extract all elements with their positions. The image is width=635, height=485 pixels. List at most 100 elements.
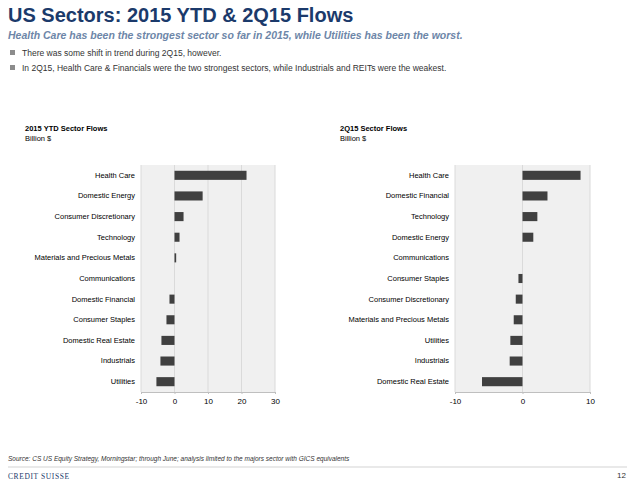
x-tick-mark bbox=[208, 392, 209, 394]
x-tick: 10 bbox=[204, 392, 213, 406]
bar bbox=[175, 253, 177, 262]
grid-line bbox=[141, 165, 142, 392]
bar bbox=[175, 191, 203, 200]
x-tick: 0 bbox=[173, 392, 178, 406]
bar bbox=[166, 315, 174, 324]
bar bbox=[175, 171, 247, 180]
y-tick-label: Health Care bbox=[409, 171, 449, 180]
y-tick: Industrials bbox=[101, 356, 141, 365]
source-note: Source: CS US Equity Strategy, Morningst… bbox=[8, 455, 350, 463]
bullet-marker bbox=[10, 50, 15, 55]
x-tick: 10 bbox=[586, 392, 595, 406]
y-tick: Communications bbox=[79, 274, 141, 283]
y-tick-label: Technology bbox=[97, 233, 135, 242]
chart: 2015 YTD Sector FlowsBillion $ Health Car… bbox=[25, 124, 280, 406]
x-tick-label: 10 bbox=[586, 397, 595, 406]
y-tick-label: Materials and Precious Metals bbox=[349, 315, 450, 324]
y-tick: Utilities bbox=[111, 377, 141, 386]
bars bbox=[482, 171, 581, 386]
x-tick-label: 0 bbox=[521, 397, 526, 406]
y-tick-label: Consumer Staples bbox=[73, 315, 135, 324]
bars bbox=[156, 171, 246, 386]
bar bbox=[175, 212, 184, 221]
bar bbox=[161, 336, 174, 345]
y-tick-label: Industrials bbox=[101, 356, 135, 365]
y-tick: Consumer Discretionary bbox=[55, 212, 141, 221]
bar bbox=[156, 377, 174, 386]
y-tick: Industrials bbox=[415, 356, 455, 365]
x-tick: -10 bbox=[136, 392, 148, 406]
y-tick-label: Utilities bbox=[425, 336, 449, 345]
chart: 2Q15 Sector FlowsBillion $ Health Care Dom… bbox=[340, 124, 595, 406]
x-tick-label: 10 bbox=[204, 397, 213, 406]
x-axis-line bbox=[142, 393, 276, 395]
y-tick-label: Technology bbox=[411, 212, 449, 221]
chart-subtitle: Billion $ bbox=[25, 134, 52, 143]
page-number: 12 bbox=[617, 471, 626, 480]
y-tick: Materials and Precious Metals bbox=[35, 253, 141, 262]
y-tick: Technology bbox=[411, 212, 455, 221]
bar bbox=[175, 233, 180, 242]
x-tick-mark bbox=[175, 392, 176, 394]
x-tick-mark bbox=[455, 392, 456, 394]
bar bbox=[482, 377, 523, 386]
y-tick-label: Consumer Discretionary bbox=[55, 212, 136, 221]
bullet-marker bbox=[10, 65, 15, 70]
x-tick-label: 0 bbox=[173, 397, 178, 406]
y-tick-label: Domestic Real Estate bbox=[377, 377, 449, 386]
chart-subtitle: Billion $ bbox=[340, 134, 367, 143]
page-title: US Sectors: 2015 YTD & 2Q15 Flows bbox=[8, 4, 353, 26]
chart-title: 2Q15 Sector Flows bbox=[340, 124, 407, 133]
bar bbox=[523, 212, 538, 221]
grid-line bbox=[455, 165, 456, 392]
x-tick-label: 30 bbox=[271, 397, 280, 406]
y-tick: Domestic Financial bbox=[72, 295, 141, 304]
bar bbox=[510, 357, 523, 366]
y-tick: Technology bbox=[97, 233, 141, 242]
y-tick: Consumer Discretionary bbox=[369, 295, 455, 304]
x-tick-label: 20 bbox=[238, 397, 247, 406]
y-tick-label: Materials and Precious Metals bbox=[35, 253, 136, 262]
y-tick-label: Utilities bbox=[111, 377, 135, 386]
footer-rule bbox=[8, 467, 627, 468]
y-tick-label: Domestic Energy bbox=[392, 233, 449, 242]
x-tick-label: -10 bbox=[450, 397, 462, 406]
x-axis: -10 0 10 bbox=[450, 392, 596, 406]
x-tick: 0 bbox=[521, 392, 526, 406]
y-axis: Health Care Domestic Energy Consumer Discr… bbox=[35, 171, 141, 386]
y-tick-label: Industrials bbox=[415, 356, 449, 365]
chart-title: 2015 YTD Sector Flows bbox=[25, 124, 107, 133]
bar bbox=[516, 295, 523, 304]
page-subtitle: Health Care has been the strongest secto… bbox=[8, 29, 463, 41]
logo: CREDIT SUISSE bbox=[8, 472, 70, 481]
y-tick-label: Communications bbox=[393, 253, 449, 262]
bar bbox=[174, 274, 175, 283]
bar bbox=[514, 315, 523, 324]
x-tick-mark bbox=[141, 392, 142, 394]
x-tick: -10 bbox=[450, 392, 462, 406]
x-tick-mark bbox=[590, 392, 591, 394]
y-tick: Utilities bbox=[425, 336, 455, 345]
bar bbox=[160, 357, 174, 366]
y-tick: Domestic Energy bbox=[392, 233, 455, 242]
bar bbox=[518, 274, 522, 283]
y-tick: Domestic Financial bbox=[386, 191, 455, 200]
y-tick: Health Care bbox=[95, 171, 141, 180]
x-axis: -10 0 10 20 30 bbox=[136, 392, 281, 406]
y-tick: Communications bbox=[393, 253, 455, 262]
grid-line bbox=[241, 165, 242, 392]
grid-line bbox=[208, 165, 209, 392]
y-tick: Domestic Real Estate bbox=[63, 336, 141, 345]
x-tick-mark bbox=[275, 392, 276, 394]
y-tick-label: Domestic Financial bbox=[72, 295, 136, 304]
y-tick-label: Domestic Financial bbox=[386, 191, 450, 200]
bullet-text: There was some shift in trend during 2Q1… bbox=[22, 48, 221, 58]
grid-line bbox=[590, 165, 591, 392]
y-tick-label: Consumer Discretionary bbox=[369, 295, 450, 304]
x-tick-mark bbox=[523, 392, 524, 394]
y-tick: Materials and Precious Metals bbox=[349, 315, 455, 324]
grid-line bbox=[275, 165, 276, 392]
x-tick: 30 bbox=[271, 392, 280, 406]
bullet-text: In 2Q15, Health Care & Financials were t… bbox=[22, 63, 446, 73]
y-tick-label: Domestic Energy bbox=[78, 191, 135, 200]
